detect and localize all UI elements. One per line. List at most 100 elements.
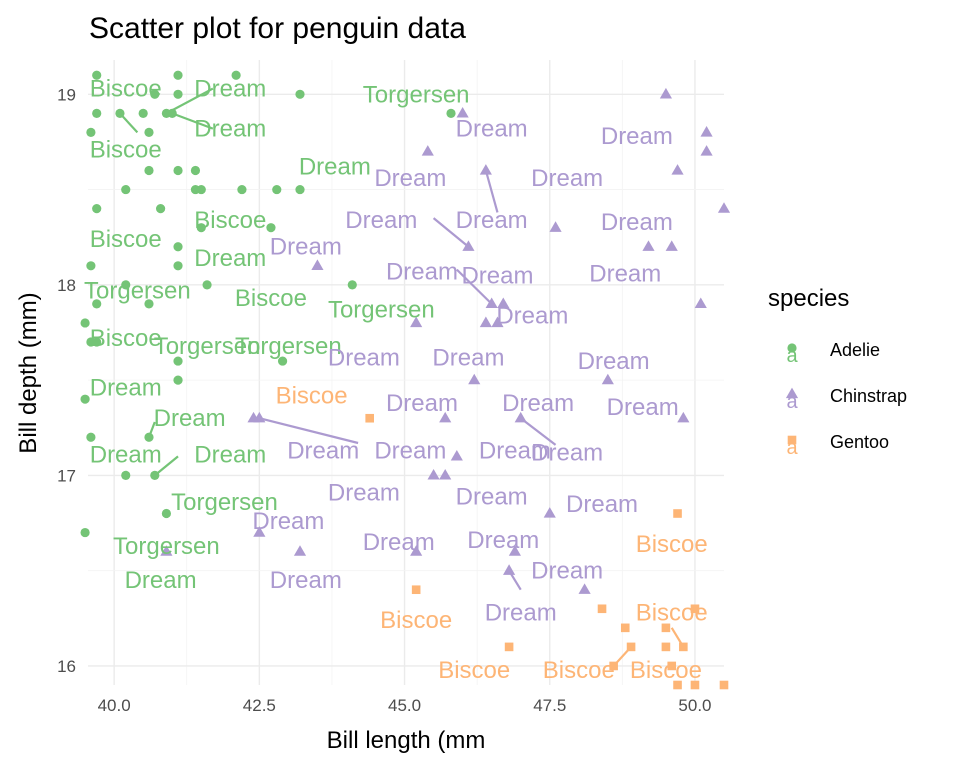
x-tick-label: 40.0	[98, 696, 131, 715]
point-label-gentoo-5: Biscoe	[543, 657, 615, 684]
point-label-gentoo-6: Biscoe	[630, 657, 702, 684]
label-connector-chinstrap	[259, 417, 359, 445]
data-point-chinstrap-24	[514, 411, 527, 423]
legend-marker-adelie	[787, 343, 797, 353]
legend-label-chinstrap: Chinstrap	[830, 386, 907, 406]
data-point-adelie-35	[80, 318, 90, 328]
y-tick-label: 18	[57, 276, 76, 295]
data-point-adelie-41	[80, 394, 90, 404]
data-point-adelie-4	[173, 89, 183, 99]
legend-marker-gentoo	[787, 435, 797, 445]
point-label-adelie-8: Dream	[194, 245, 266, 272]
data-point-adelie-15	[173, 165, 183, 176]
data-point-gentoo-7	[504, 642, 514, 652]
data-point-gentoo-3	[597, 604, 607, 614]
data-point-adelie-10	[167, 108, 177, 118]
data-point-adelie-33	[92, 299, 102, 309]
data-point-adelie-23	[92, 204, 102, 214]
data-point-chinstrap-6	[671, 164, 684, 175]
data-point-chinstrap-14	[497, 297, 510, 309]
data-point-adelie-44	[121, 470, 131, 480]
data-point-chinstrap-5	[479, 164, 492, 175]
legend-key-chinstrap: a	[785, 387, 799, 413]
x-tick-label: 42.5	[243, 696, 276, 715]
point-label-chinstrap-13: Dream	[432, 344, 504, 371]
point-label-adelie-17: Dream	[90, 441, 162, 468]
point-label-chinstrap-9: Dream	[461, 262, 533, 289]
point-label-gentoo-3: Biscoe	[636, 600, 708, 627]
point-label-adelie-4: Dream	[299, 154, 371, 181]
data-point-gentoo-14	[690, 680, 700, 690]
data-point-gentoo-5	[620, 623, 630, 633]
data-point-adelie-31	[202, 280, 212, 290]
point-label-chinstrap-7: Dream	[270, 234, 342, 261]
data-point-adelie-6	[92, 108, 102, 118]
data-point-adelie-11	[446, 108, 456, 118]
point-label-chinstrap-11: Dream	[496, 302, 568, 329]
data-point-chinstrap-2	[700, 126, 713, 137]
legend-label-adelie: Adelie	[830, 340, 880, 360]
point-label-adelie-9: Torgersen	[84, 278, 191, 305]
data-point-gentoo-8	[626, 642, 636, 652]
x-tick-label: 47.5	[533, 696, 566, 715]
x-tick-label: 50.0	[678, 696, 711, 715]
point-label-chinstrap-17: Dream	[607, 394, 679, 421]
y-tick-label: 16	[57, 657, 76, 676]
data-point-gentoo-2	[411, 585, 421, 595]
data-point-chinstrap-9	[462, 240, 475, 251]
data-point-adelie-28	[86, 261, 96, 271]
point-label-gentoo-2: Biscoe	[380, 607, 452, 634]
point-label-adelie-5: Torgersen	[363, 81, 470, 108]
data-point-chinstrap-36	[578, 583, 591, 594]
legend-title: species	[768, 285, 849, 312]
point-label-adelie-18: Dream	[194, 441, 266, 468]
point-label-adelie-7: Biscoe	[194, 207, 266, 234]
point-label-chinstrap-4: Dream	[345, 207, 417, 234]
data-point-chinstrap-33	[410, 545, 423, 556]
data-point-adelie-24	[156, 204, 166, 214]
point-label-adelie-6: Biscoe	[90, 226, 162, 253]
data-point-chinstrap-17	[479, 316, 492, 328]
data-point-chinstrap-32	[293, 545, 307, 556]
data-point-chinstrap-7	[717, 202, 731, 213]
point-label-adelie-12: Biscoe	[90, 325, 162, 352]
data-point-adelie-17	[121, 184, 131, 195]
x-axis-title: Bill length (mm	[327, 727, 486, 754]
data-point-gentoo-1	[673, 509, 682, 518]
data-points	[80, 70, 731, 690]
data-point-adelie-42	[86, 432, 96, 442]
point-label-chinstrap-18: Dream	[287, 438, 359, 465]
data-point-gentoo-6	[661, 623, 671, 633]
point-label-chinstrap-30: Dream	[485, 600, 557, 627]
data-point-adelie-7	[115, 108, 125, 118]
data-point-adelie-38	[173, 356, 183, 366]
point-label-chinstrap-25: Dream	[252, 508, 324, 535]
data-point-adelie-20	[237, 184, 247, 195]
point-label-chinstrap-20: Dream	[479, 438, 551, 465]
point-label-adelie-19: Torgersen	[171, 489, 278, 516]
data-point-adelie-13	[144, 127, 154, 138]
legend-label-gentoo: Gentoo	[830, 432, 889, 452]
data-point-chinstrap-28	[439, 468, 452, 480]
data-point-adelie-26	[266, 223, 276, 233]
point-label-adelie-13: Torgersen	[154, 333, 261, 360]
data-point-chinstrap-20	[601, 373, 614, 385]
data-point-chinstrap-4	[421, 145, 434, 156]
point-label-chinstrap-3: Dream	[531, 165, 603, 192]
point-label-adelie-0: Biscoe	[90, 76, 162, 103]
data-point-chinstrap-29	[543, 507, 556, 518]
data-point-adelie-34	[144, 299, 154, 309]
data-point-adelie-45	[150, 470, 160, 480]
point-label-adelie-1: Dream	[194, 76, 266, 103]
data-point-adelie-0	[92, 70, 102, 80]
legend-marker-chinstrap	[785, 387, 799, 399]
data-point-chinstrap-23	[439, 411, 452, 423]
data-point-adelie-39	[277, 356, 288, 366]
tick-labels: 40.0 42.5 45.0 47.5 50.0 16 17 18 19	[57, 85, 711, 715]
point-label-chinstrap-0: Dream	[456, 116, 528, 143]
label-connector-adelie	[171, 112, 214, 130]
y-axis-title: Bill depth (mm)	[15, 292, 42, 453]
data-point-chinstrap-18	[491, 316, 504, 328]
data-point-chinstrap-12	[311, 259, 324, 270]
point-label-chinstrap-5: Dream	[456, 207, 528, 234]
